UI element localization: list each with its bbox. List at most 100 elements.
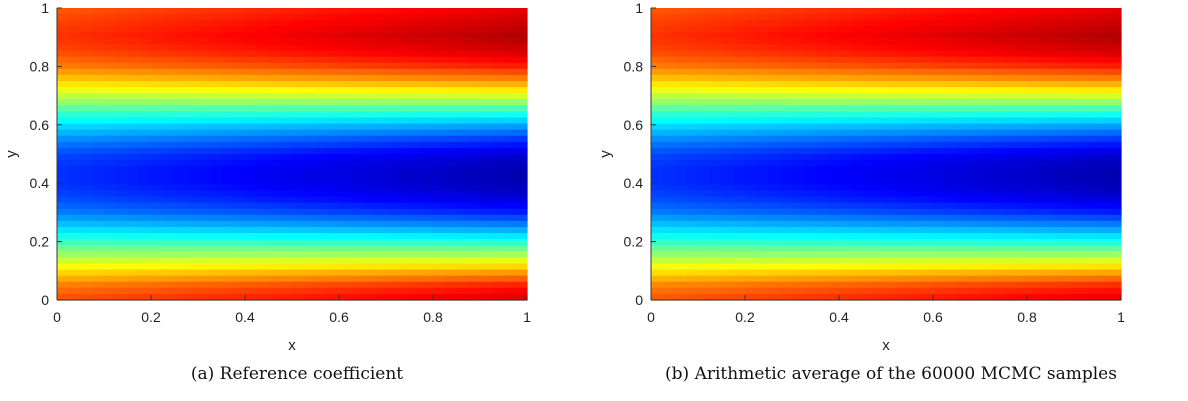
heatmap-cell: [991, 26, 1005, 33]
heatmap-cell: [397, 129, 411, 137]
heatmap-cell: [1109, 38, 1122, 46]
heatmap-cell: [862, 184, 875, 192]
heatmap-cell: [1038, 50, 1052, 58]
heatmap-cell: [139, 287, 152, 295]
heatmap-cell: [503, 245, 516, 252]
y-tick-label: 0.8: [30, 58, 50, 74]
heatmap-cell: [397, 281, 411, 289]
heatmap-cell: [303, 147, 317, 155]
heatmap-cell: [468, 44, 481, 52]
heatmap-cell: [456, 154, 469, 161]
heatmap-cell: [68, 220, 82, 228]
heatmap-cell: [991, 32, 1005, 40]
heatmap-cell: [792, 239, 805, 246]
heatmap-cell: [491, 263, 505, 271]
heatmap-cell: [515, 166, 528, 173]
heatmap-cell: [721, 87, 734, 94]
heatmap-cell: [245, 93, 258, 100]
heatmap-cell: [780, 50, 793, 58]
heatmap-cell: [162, 214, 176, 222]
heatmap-cell: [315, 135, 328, 143]
heatmap-cell: [433, 263, 446, 271]
heatmap-cell: [991, 62, 1005, 70]
heatmap-cell: [92, 269, 105, 277]
heatmap-cell: [991, 44, 1005, 52]
heatmap-cell: [327, 251, 340, 259]
heatmap-cell: [909, 202, 922, 210]
heatmap-cell: [456, 160, 469, 167]
heatmap-cell: [862, 26, 875, 33]
heatmap-cell: [1038, 129, 1052, 137]
heatmap-cell: [456, 93, 469, 100]
heatmap-cell: [350, 111, 364, 119]
heatmap-cell: [374, 214, 387, 222]
heatmap-cell: [921, 93, 934, 100]
heatmap-cell: [280, 111, 293, 119]
heatmap-cell: [756, 93, 770, 100]
heatmap-cell: [980, 275, 993, 283]
heatmap-cell: [745, 184, 758, 192]
heatmap-cell: [933, 8, 946, 15]
heatmap-cell: [698, 220, 711, 228]
heatmap-cell: [186, 117, 199, 125]
heatmap-cell: [709, 111, 723, 119]
heatmap-cell: [503, 147, 516, 155]
heatmap-cell: [327, 20, 340, 27]
heatmap-cell: [768, 147, 781, 155]
heatmap-cell: [409, 257, 422, 265]
heatmap-cell: [303, 62, 317, 70]
heatmap-cell: [1074, 8, 1087, 15]
heatmap-cell: [409, 32, 422, 40]
heatmap-cell: [174, 123, 187, 131]
heatmap-cell: [662, 68, 676, 76]
heatmap-cell: [709, 105, 723, 113]
heatmap-cell: [115, 190, 129, 198]
heatmap-cell: [57, 160, 70, 167]
heatmap-cell: [944, 184, 958, 192]
heatmap-cell: [233, 32, 246, 40]
heatmap-cell: [909, 190, 922, 198]
heatmap-cell: [139, 293, 152, 301]
heatmap-cell: [186, 81, 199, 88]
heatmap-cell: [933, 233, 946, 240]
heatmap-cell: [991, 129, 1005, 137]
heatmap-cell: [839, 239, 852, 246]
heatmap-cell: [139, 50, 152, 58]
heatmap-cell: [409, 20, 422, 27]
heatmap-cell: [980, 233, 993, 240]
heatmap-cell: [456, 190, 469, 198]
heatmap-cell: [1003, 233, 1016, 240]
heatmap-cell: [174, 293, 187, 301]
heatmap-cell: [1074, 129, 1087, 137]
heatmap-cell: [397, 227, 411, 234]
heatmap-cell: [674, 26, 687, 33]
heatmap-cell: [515, 117, 528, 125]
heatmap-cell: [386, 8, 399, 15]
heatmap-cell: [709, 81, 723, 88]
heatmap-cell: [674, 81, 687, 88]
heatmap-cell: [698, 275, 711, 283]
heatmap-cell: [768, 251, 781, 259]
heatmap-cell: [709, 172, 723, 179]
heatmap-cell: [933, 190, 946, 198]
heatmap-cell: [92, 32, 105, 40]
heatmap-cell: [139, 105, 152, 113]
heatmap-cell: [909, 275, 922, 283]
heatmap-cell: [374, 93, 387, 100]
heatmap-cell: [139, 32, 152, 40]
heatmap-cell: [221, 184, 234, 192]
heatmap-cell: [256, 214, 270, 222]
heatmap-cell: [1109, 178, 1122, 186]
heatmap-cell: [456, 233, 469, 240]
heatmap-cell: [115, 20, 129, 27]
heatmap-cell: [850, 147, 864, 155]
heatmap-cell: [803, 257, 817, 265]
heatmap-cell: [839, 154, 852, 161]
heatmap-cell: [57, 208, 70, 216]
heatmap-cell: [280, 251, 293, 259]
heatmap-cell: [186, 166, 199, 173]
x-tick-label: 0.8: [423, 309, 443, 325]
heatmap-cell: [397, 99, 411, 106]
heatmap-cell: [933, 68, 946, 76]
heatmap-cell: [698, 281, 711, 289]
